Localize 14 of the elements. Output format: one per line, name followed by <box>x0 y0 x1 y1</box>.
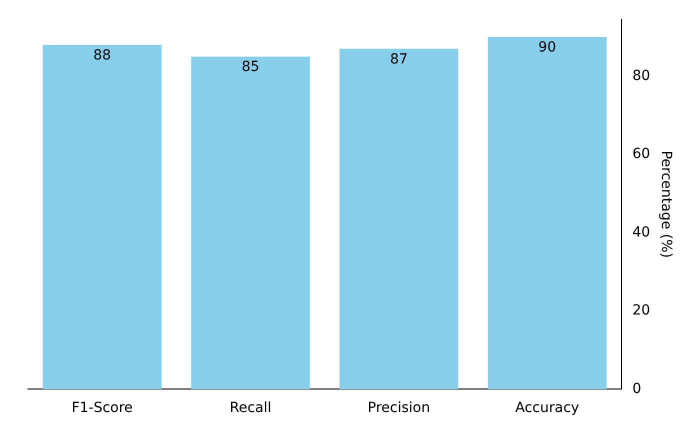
y-tick-label: 0 <box>632 380 642 397</box>
y-tick-label: 20 <box>632 302 650 319</box>
x-tick-label: Accuracy <box>515 400 580 416</box>
x-tick-label: Precision <box>368 400 430 416</box>
y-tick-label: 80 <box>632 68 650 84</box>
data-label: 90 <box>538 40 556 56</box>
data-label: 87 <box>390 51 408 68</box>
x-tick-label: F1-Score <box>72 400 133 416</box>
x-tick-label: Recall <box>230 400 272 416</box>
y-tick-label: 40 <box>632 224 650 240</box>
y-axis-title: Percentage (%) <box>658 150 674 258</box>
y-tick-label: 60 <box>632 146 650 162</box>
data-label: 88 <box>93 47 112 64</box>
data-label: 85 <box>242 59 260 76</box>
